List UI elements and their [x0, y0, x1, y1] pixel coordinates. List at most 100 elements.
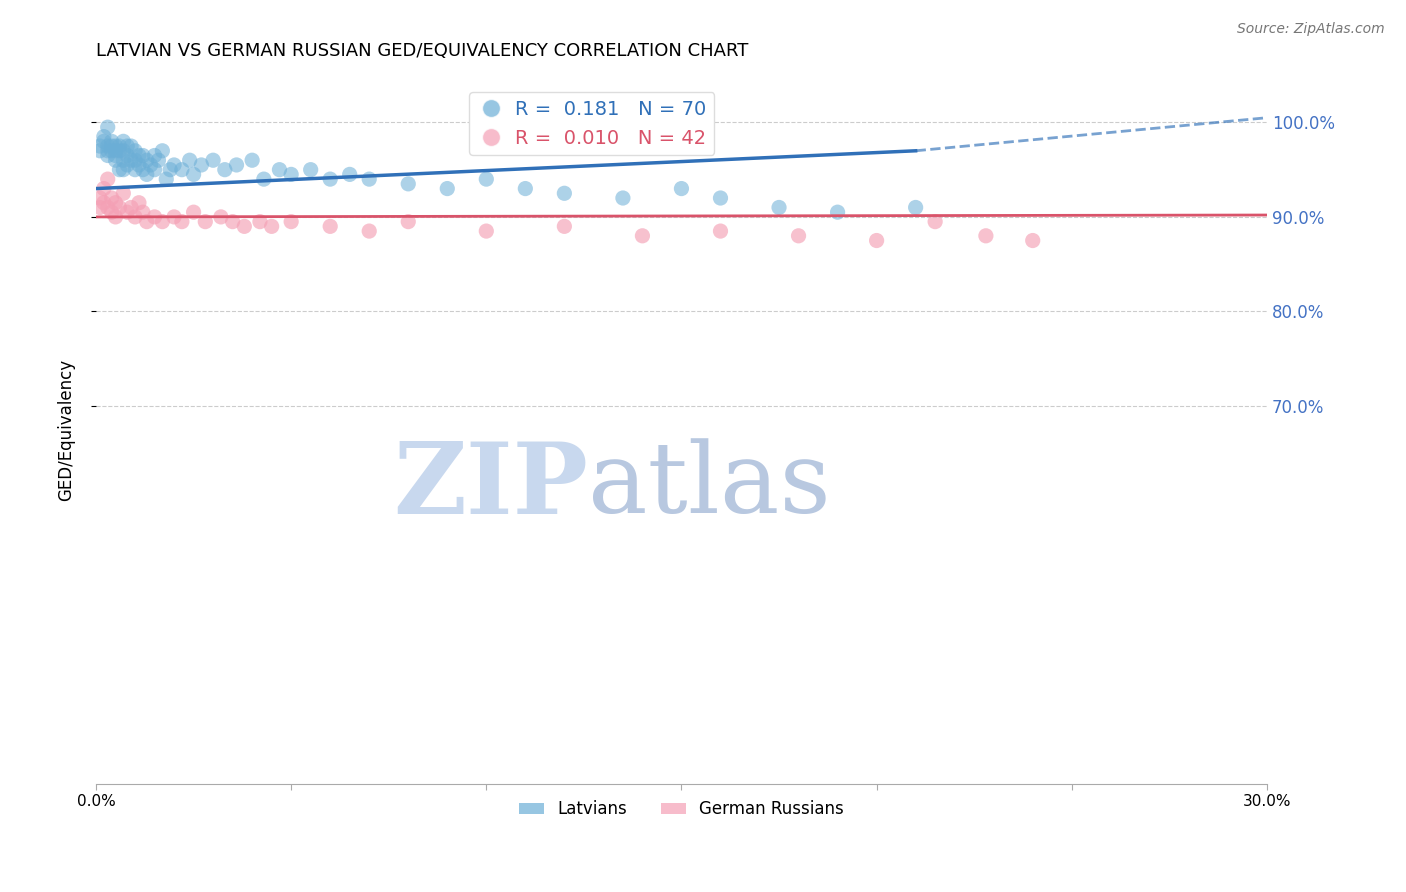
Point [104, 139, 127, 153]
Point [159, 162, 181, 177]
Point [709, 224, 731, 238]
Point [183, 205, 205, 219]
Point [233, 219, 256, 234]
Point [319, 219, 342, 234]
Point [221, 214, 243, 228]
Point [97, 172, 120, 186]
Point [93, 134, 115, 148]
Point [163, 210, 186, 224]
Point [135, 214, 157, 228]
Point [143, 210, 166, 224]
Point [225, 158, 247, 172]
Point [631, 228, 654, 243]
Point [115, 148, 138, 162]
Point [108, 139, 131, 153]
Point [194, 214, 217, 228]
Point [553, 186, 575, 201]
Point [249, 214, 271, 228]
Point [904, 201, 927, 215]
Point [100, 144, 122, 158]
Point [924, 214, 946, 228]
Point [170, 214, 193, 228]
Point [865, 234, 887, 248]
Point [214, 162, 236, 177]
Point [89, 144, 111, 158]
Text: LATVIAN VS GERMAN RUSSIAN GED/EQUIVALENCY CORRELATION CHART: LATVIAN VS GERMAN RUSSIAN GED/EQUIVALENC… [96, 42, 748, 60]
Point [89, 201, 111, 215]
Point [89, 191, 111, 205]
Point [108, 144, 131, 158]
Point [148, 153, 170, 168]
Point [128, 148, 150, 162]
Point [155, 172, 177, 186]
Point [120, 153, 142, 168]
Point [93, 195, 115, 210]
Point [974, 228, 997, 243]
Point [339, 168, 361, 182]
Legend: Latvians, German Russians: Latvians, German Russians [513, 794, 851, 825]
Point [396, 177, 419, 191]
Point [104, 144, 127, 158]
Point [108, 201, 131, 215]
Point [124, 210, 146, 224]
Point [93, 129, 115, 144]
Point [1022, 234, 1045, 248]
Point [97, 201, 120, 215]
Point [100, 205, 122, 219]
Point [112, 144, 135, 158]
Point [128, 158, 150, 172]
Point [183, 168, 205, 182]
Point [163, 158, 186, 172]
Point [132, 162, 155, 177]
Point [143, 148, 166, 162]
Point [97, 148, 120, 162]
Point [132, 205, 155, 219]
Text: atlas: atlas [588, 438, 831, 534]
Point [359, 224, 381, 238]
Point [475, 224, 498, 238]
Point [115, 139, 138, 153]
Text: Source: ZipAtlas.com: Source: ZipAtlas.com [1237, 22, 1385, 37]
Point [128, 195, 150, 210]
Point [100, 191, 122, 205]
Point [396, 214, 419, 228]
Point [100, 139, 122, 153]
Point [112, 134, 135, 148]
Point [553, 219, 575, 234]
Point [143, 162, 166, 177]
Point [612, 191, 634, 205]
Point [359, 172, 381, 186]
Point [475, 172, 498, 186]
Point [97, 139, 120, 153]
Point [280, 168, 302, 182]
Point [150, 214, 173, 228]
Point [280, 214, 302, 228]
Point [827, 205, 849, 219]
Point [170, 162, 193, 177]
Point [260, 219, 283, 234]
Point [115, 158, 138, 172]
Point [319, 172, 342, 186]
Point [299, 162, 322, 177]
Point [112, 186, 135, 201]
Point [787, 228, 810, 243]
Point [104, 148, 127, 162]
Point [115, 205, 138, 219]
Point [190, 158, 212, 172]
Point [240, 153, 263, 168]
Point [97, 144, 120, 158]
Point [124, 162, 146, 177]
Point [89, 139, 111, 153]
Point [93, 181, 115, 195]
Point [768, 201, 790, 215]
Point [97, 120, 120, 135]
Point [436, 181, 458, 195]
Point [135, 153, 157, 168]
Point [100, 134, 122, 148]
Point [515, 181, 537, 195]
Point [202, 153, 225, 168]
Point [108, 162, 131, 177]
Point [120, 139, 142, 153]
Point [179, 153, 201, 168]
Point [112, 162, 135, 177]
